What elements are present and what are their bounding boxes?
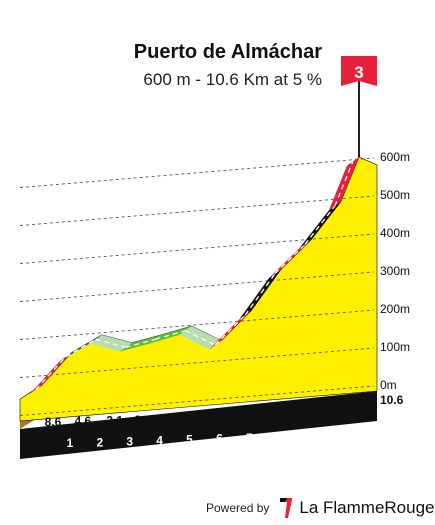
ground-band (20, 391, 377, 459)
gradient-label: -3.8 (192, 412, 213, 426)
flag-label: 3 (354, 63, 363, 82)
road-centerline (65, 338, 96, 358)
km-marker-label: 8 (276, 430, 283, 444)
road-centerline (214, 314, 246, 346)
road-centerline (304, 205, 336, 245)
km-marker-label: 3 (126, 434, 133, 448)
gradient-label: -2.1 (102, 414, 123, 428)
y-tick-label: 500m (380, 188, 410, 202)
km-marker-label: 7 (246, 431, 253, 445)
grid-line (19, 309, 375, 340)
flag-shape (341, 56, 377, 86)
y-tick-label: 100m (380, 340, 410, 354)
label-layer: 8.6 4.6 -2.1 2.1 2.3 -3.8 7.9 10.9 7.7 10.1 6.7 1 2 3… (45, 393, 404, 450)
road-centerline (274, 243, 306, 275)
grade-segment (149, 326, 192, 344)
km-marker-label: 10 (332, 428, 346, 442)
gradient-label: 2.1 (134, 413, 151, 427)
gradient-label: 10.1 (310, 409, 334, 423)
gradient-label: 7.9 (224, 411, 241, 425)
grid-line (19, 195, 375, 226)
brand-name: La FlammeRouge (299, 498, 435, 517)
grid-layer: 0m 100m 200m 300m 400m 500m 600m (19, 150, 410, 416)
km-marker-label: 4 (156, 433, 163, 447)
flag-layer: 3 (341, 56, 377, 157)
grid-line (19, 347, 375, 378)
grade-segment (119, 334, 162, 352)
km-marker-label: 1 (67, 436, 74, 450)
grid-line (19, 271, 375, 302)
end-distance-label: 10.6 (380, 393, 404, 407)
climb-title: Puerto de Almáchar (133, 41, 322, 63)
grid-line (19, 385, 375, 416)
y-tick-label: 400m (380, 226, 410, 240)
grade-segment (239, 269, 282, 320)
profile-area (19, 156, 378, 422)
grade-segment (328, 157, 359, 211)
flamme-rouge-logo-icon (280, 498, 293, 518)
km-marker-label: 5 (186, 433, 193, 447)
km-marker-label: 2 (96, 435, 103, 449)
gradient-label: 8.6 (45, 415, 62, 429)
ground-layer (20, 391, 377, 459)
gradient-label: 6.7 (338, 409, 355, 423)
grade-segment (299, 201, 342, 249)
gradient-label: 7.7 (284, 410, 301, 424)
gradient-label: 10.9 (251, 411, 275, 425)
grid-line (19, 157, 375, 188)
road-centerline (35, 356, 67, 390)
y-tick-label: 0m (380, 378, 397, 392)
gradient-label: 2.3 (164, 412, 181, 426)
km-marker-label: 6 (216, 432, 223, 446)
road-layer (29, 157, 359, 394)
km-marker-label: 9 (306, 429, 313, 443)
y-tick-label: 200m (380, 302, 410, 316)
climb-subtitle: 600 m - 10.6 Km at 5 % (143, 70, 322, 89)
footer: Powered by La FlammeRouge (206, 496, 435, 520)
grid-line (19, 233, 375, 264)
road-centerline (185, 329, 216, 346)
y-tick-label: 600m (380, 150, 410, 164)
profile-layer (19, 156, 378, 422)
road-centerline (334, 161, 354, 207)
gradient-label: 4.6 (75, 414, 92, 428)
y-tick-label: 300m (380, 264, 410, 278)
powered-by-text: Powered by (206, 501, 270, 515)
grade-segment (89, 334, 132, 352)
